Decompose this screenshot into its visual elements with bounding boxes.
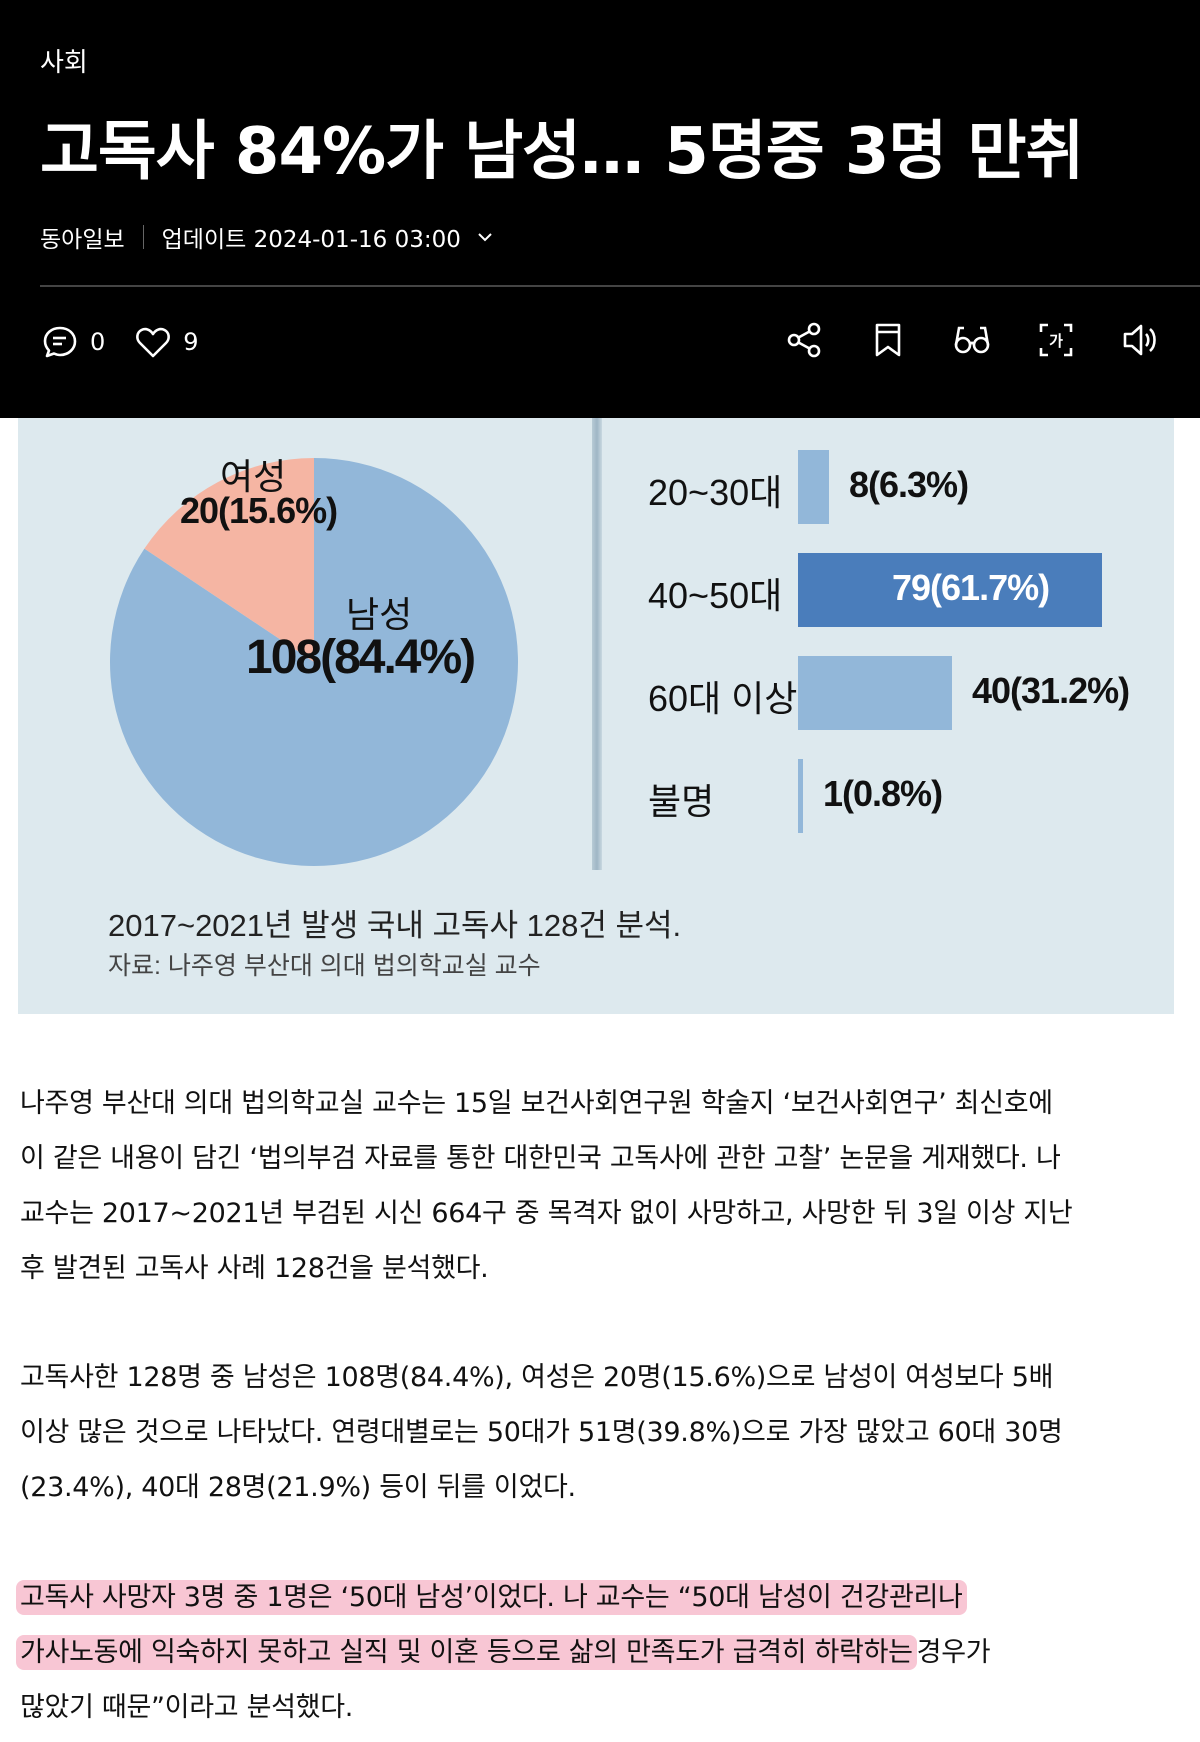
bar-value-unknown: 1(0.8%) xyxy=(823,773,943,814)
chevron-down-icon[interactable] xyxy=(475,227,495,247)
paragraph-line: 이상 많은 것으로 나타났다. 연령대별로는 50대가 51명(39.8%)으로… xyxy=(20,1417,1063,1448)
pie-label-male-name: 남성 xyxy=(346,594,413,635)
infographic-caption: 2017~2021년 발생 국내 고독사 128건 분석. xyxy=(108,908,682,943)
heart-icon[interactable] xyxy=(133,322,173,362)
paragraph-line: 후 발견된 고독사 사례 128건을 분석했다. xyxy=(20,1253,489,1284)
bookmark-icon[interactable] xyxy=(868,320,908,360)
bar-40-50 xyxy=(798,553,1102,627)
highlighted-text: 가사노동에 익숙하지 못하고 실직 및 이혼 등으로 삶의 만족도가 급격히 하… xyxy=(16,1635,917,1670)
header-divider xyxy=(40,285,1200,287)
paragraph-line: 많았기 때문”이라고 분석했다. xyxy=(20,1692,354,1723)
article-paragraph-1: 나주영 부산대 의대 법의학교실 교수는 15일 보건사회연구원 학술지 ‘보건… xyxy=(20,1076,1180,1296)
article-title: 고독사 84%가 남성… 5명중 3명 만취 xyxy=(40,115,1084,189)
bar-label-unknown: 불명 xyxy=(648,781,715,822)
chart-divider xyxy=(592,418,602,870)
bar-value-20-30: 8(6.3%) xyxy=(849,464,969,505)
bar-label-60plus: 60대 이상 xyxy=(648,678,798,719)
infographic-source: 자료: 나주영 부산대 의대 법의학교실 교수 xyxy=(108,952,541,980)
bar-20-30 xyxy=(798,450,829,524)
paragraph-line: (23.4%), 40대 28명(21.9%) 등이 뒤를 이었다. xyxy=(20,1472,576,1503)
meta-divider xyxy=(142,225,144,249)
pie-label-male-value: 108(84.4%) xyxy=(246,631,476,684)
comment-icon[interactable] xyxy=(40,322,80,362)
bar-value-60plus: 40(31.2%) xyxy=(972,670,1130,711)
bar-unknown xyxy=(798,759,803,833)
bar-label-40-50: 40~50대 xyxy=(648,575,783,616)
paragraph-line: 교수는 2017~2021년 부검된 시신 664구 중 목격자 없이 사망하고… xyxy=(20,1198,1073,1229)
translate-icon[interactable]: 가 xyxy=(1036,320,1076,360)
pie-label-female-value: 20(15.6%) xyxy=(180,490,338,531)
reaction-bar: 0 9 xyxy=(40,322,227,362)
share-icon[interactable] xyxy=(784,320,824,360)
bar-value-40-50: 79(61.7%) xyxy=(892,567,1050,608)
paragraph-line: 이 같은 내용이 담긴 ‘법의부검 자료를 통한 대한민국 고독사에 관한 고찰… xyxy=(20,1143,1061,1174)
article-paragraph-3: 고독사 사망자 3명 중 1명은 ‘50대 남성’이었다. 나 교수는 “50대… xyxy=(16,1570,1180,1735)
svg-text:가: 가 xyxy=(1049,332,1063,350)
article-meta: 동아일보 업데이트 2024-01-16 03:00 xyxy=(40,220,495,254)
paragraph-line: 고독사 사망자 3명 중 1명은 ‘50대 남성’이었다. 나 교수는 “50대… xyxy=(16,1570,1180,1625)
article-tools: 가 xyxy=(784,320,1160,360)
speaker-icon[interactable] xyxy=(1120,320,1160,360)
article-header: 사회 고독사 84%가 남성… 5명중 3명 만취 동아일보 업데이트 2024… xyxy=(0,0,1200,418)
pie-chart xyxy=(109,458,518,866)
bar-60plus xyxy=(798,656,952,730)
article-paragraph-2: 고독사한 128명 중 남성은 108명(84.4%), 여성은 20명(15.… xyxy=(20,1350,1180,1515)
paragraph-text: 경우가 xyxy=(916,1637,991,1668)
like-count[interactable]: 9 xyxy=(183,328,199,356)
publisher-name[interactable]: 동아일보 xyxy=(40,227,125,253)
highlighted-text: 고독사 사망자 3명 중 1명은 ‘50대 남성’이었다. 나 교수는 “50대… xyxy=(16,1580,967,1615)
infographic: 여성 20(15.6%) 남성 108(84.4%) 20~30대 40~50대… xyxy=(18,418,1174,1014)
updated-timestamp: 업데이트 2024-01-16 03:00 xyxy=(161,227,461,253)
reader-mode-icon[interactable] xyxy=(952,320,992,360)
section-label[interactable]: 사회 xyxy=(40,48,88,78)
bar-label-20-30: 20~30대 xyxy=(648,472,783,513)
paragraph-line: 가사노동에 익숙하지 못하고 실직 및 이혼 등으로 삶의 만족도가 급격히 하… xyxy=(16,1625,1180,1680)
pie-label-female-name: 여성 xyxy=(220,456,287,497)
pie-slice-female xyxy=(144,458,314,662)
paragraph-line: 나주영 부산대 의대 법의학교실 교수는 15일 보건사회연구원 학술지 ‘보건… xyxy=(20,1088,1053,1119)
comment-count[interactable]: 0 xyxy=(90,328,106,356)
paragraph-line: 고독사한 128명 중 남성은 108명(84.4%), 여성은 20명(15.… xyxy=(20,1362,1054,1393)
